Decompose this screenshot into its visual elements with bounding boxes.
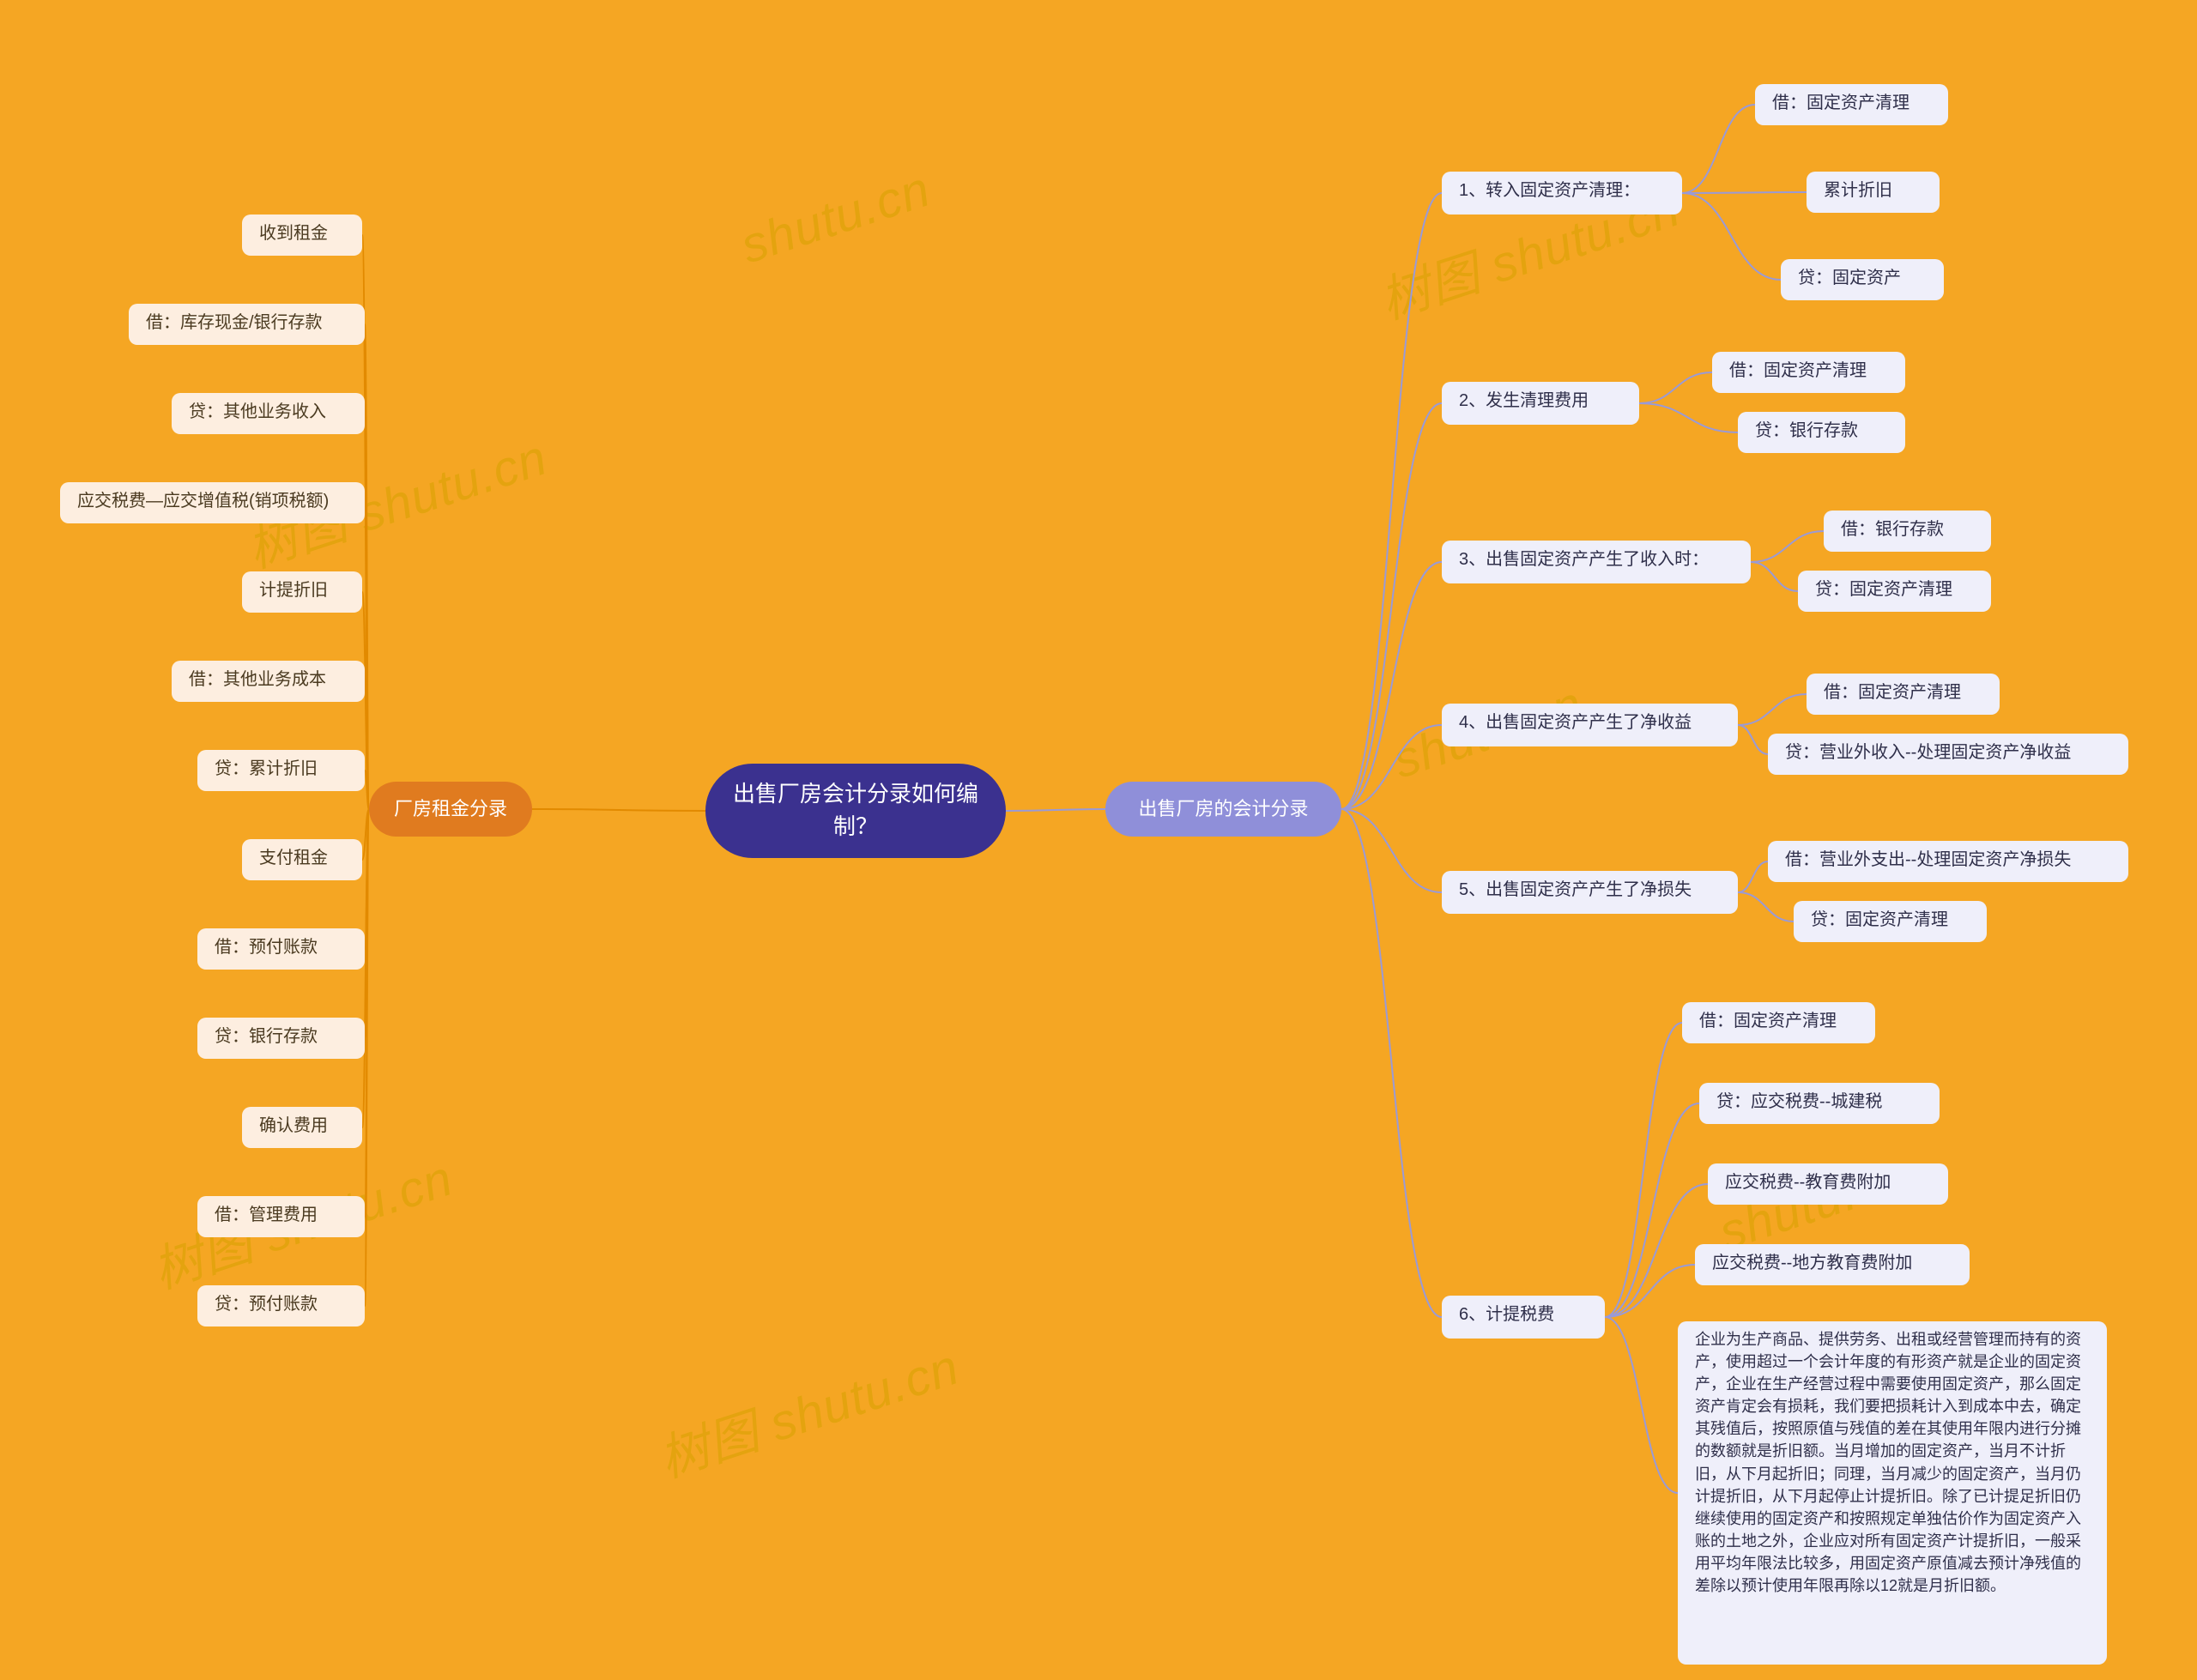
node-right_main[interactable]: 出售厂房的会计分录 bbox=[1105, 782, 1341, 837]
node-r3a[interactable]: 借：银行存款 bbox=[1824, 511, 1991, 552]
edge-r6-r6e bbox=[1605, 1317, 1678, 1493]
node-l4[interactable]: 应交税费—应交增值税(销项税额) bbox=[60, 482, 365, 523]
edge-root-right_main bbox=[1006, 809, 1105, 811]
node-l12[interactable]: 借：管理费用 bbox=[197, 1196, 365, 1237]
edge-r5-r5a bbox=[1738, 861, 1768, 892]
node-r5[interactable]: 5、出售固定资产产生了净损失 bbox=[1442, 871, 1738, 914]
edge-r5-r5b bbox=[1738, 892, 1794, 922]
edge-r6-r6a bbox=[1605, 1023, 1682, 1317]
node-l8[interactable]: 支付租金 bbox=[242, 839, 362, 880]
node-l1[interactable]: 收到租金 bbox=[242, 215, 362, 256]
edge-r1-r1c bbox=[1682, 193, 1781, 280]
edge-root-left_main bbox=[532, 809, 705, 811]
node-r1b[interactable]: 累计折旧 bbox=[1807, 172, 1940, 213]
node-l10[interactable]: 贷：银行存款 bbox=[197, 1018, 365, 1059]
node-r2b[interactable]: 贷：银行存款 bbox=[1738, 412, 1905, 453]
node-r1a[interactable]: 借：固定资产清理 bbox=[1755, 84, 1948, 125]
node-l2[interactable]: 借：库存现金/银行存款 bbox=[129, 304, 365, 345]
edge-r2-r2b bbox=[1639, 403, 1738, 432]
node-r3b[interactable]: 贷：固定资产清理 bbox=[1798, 571, 1991, 612]
edge-r2-r2a bbox=[1639, 372, 1712, 403]
node-l13[interactable]: 贷：预付账款 bbox=[197, 1285, 365, 1326]
node-r5a[interactable]: 借：营业外支出--处理固定资产净损失 bbox=[1768, 841, 2128, 882]
edge-r3-r3b bbox=[1751, 562, 1798, 591]
node-l7[interactable]: 贷：累计折旧 bbox=[197, 750, 365, 791]
mindmap-canvas: 树图 shutu.cnshutu.cn树图 shutu.cnshutu.cnsh… bbox=[0, 0, 2197, 1680]
node-r5b[interactable]: 贷：固定资产清理 bbox=[1794, 901, 1987, 942]
edge-r4-r4a bbox=[1738, 694, 1807, 725]
node-r2a[interactable]: 借：固定资产清理 bbox=[1712, 352, 1905, 393]
edge-right_main-r6 bbox=[1341, 809, 1442, 1317]
node-r1[interactable]: 1、转入固定资产清理： bbox=[1442, 172, 1682, 215]
node-r1c[interactable]: 贷：固定资产 bbox=[1781, 259, 1944, 300]
edge-r6-r6b bbox=[1605, 1103, 1699, 1317]
node-r3[interactable]: 3、出售固定资产产生了收入时： bbox=[1442, 541, 1751, 583]
node-r6[interactable]: 6、计提税费 bbox=[1442, 1296, 1605, 1339]
node-l3[interactable]: 贷：其他业务收入 bbox=[172, 393, 365, 434]
node-r2[interactable]: 2、发生清理费用 bbox=[1442, 382, 1639, 425]
node-r4b[interactable]: 贷：营业外收入--处理固定资产净收益 bbox=[1768, 734, 2128, 775]
node-r6b[interactable]: 贷：应交税费--城建税 bbox=[1699, 1083, 1940, 1124]
node-r6e[interactable]: 企业为生产商品、提供劳务、出租或经营管理而持有的资产，使用超过一个会计年度的有形… bbox=[1678, 1321, 2107, 1665]
node-l6[interactable]: 借：其他业务成本 bbox=[172, 661, 365, 702]
edge-right_main-r3 bbox=[1341, 562, 1442, 809]
edge-right_main-r1 bbox=[1341, 193, 1442, 809]
edge-right_main-r5 bbox=[1341, 809, 1442, 892]
node-r6a[interactable]: 借：固定资产清理 bbox=[1682, 1002, 1875, 1043]
edge-r1-r1a bbox=[1682, 105, 1755, 193]
edge-r3-r3a bbox=[1751, 531, 1824, 562]
node-l5[interactable]: 计提折旧 bbox=[242, 571, 362, 613]
edge-r4-r4b bbox=[1738, 725, 1768, 754]
node-l11[interactable]: 确认费用 bbox=[242, 1107, 362, 1148]
edge-r1-r1b bbox=[1682, 192, 1807, 193]
node-root[interactable]: 出售厂房会计分录如何编 制？ bbox=[705, 764, 1006, 858]
node-l9[interactable]: 借：预付账款 bbox=[197, 928, 365, 970]
node-left_main[interactable]: 厂房租金分录 bbox=[369, 782, 532, 837]
node-r4a[interactable]: 借：固定资产清理 bbox=[1807, 674, 2000, 715]
node-r4[interactable]: 4、出售固定资产产生了净收益 bbox=[1442, 704, 1738, 746]
node-r6d[interactable]: 应交税费--地方教育费附加 bbox=[1695, 1244, 1970, 1285]
edge-right_main-r2 bbox=[1341, 403, 1442, 809]
node-r6c[interactable]: 应交税费--教育费附加 bbox=[1708, 1163, 1948, 1205]
